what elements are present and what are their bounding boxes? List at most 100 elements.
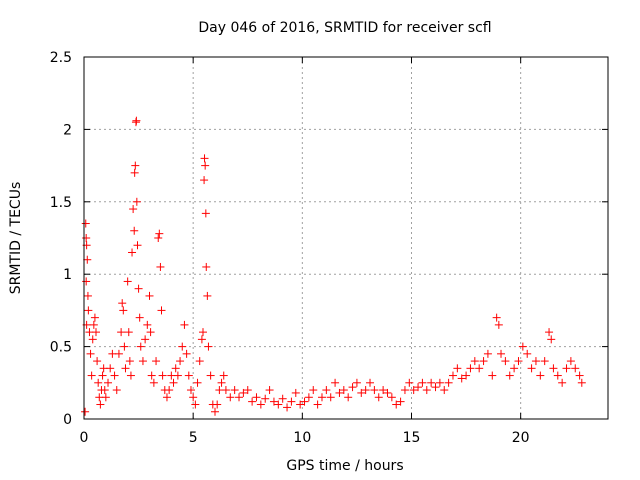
data-point bbox=[361, 386, 370, 395]
data-point bbox=[176, 357, 185, 366]
data-point bbox=[221, 386, 230, 395]
x-tick-label: 10 bbox=[293, 430, 311, 446]
x-tick-label: 15 bbox=[403, 430, 421, 446]
data-point bbox=[577, 378, 586, 387]
data-point bbox=[379, 386, 388, 395]
data-point bbox=[121, 364, 130, 373]
data-point bbox=[120, 342, 129, 351]
data-point bbox=[256, 400, 265, 409]
x-tick-label: 5 bbox=[189, 430, 198, 446]
y-tick-label: 2 bbox=[63, 122, 72, 138]
data-point bbox=[540, 357, 549, 366]
data-point bbox=[466, 364, 475, 373]
data-point bbox=[173, 371, 182, 380]
data-point bbox=[119, 306, 128, 315]
data-point bbox=[483, 349, 492, 358]
y-tick-label: 0 bbox=[63, 412, 72, 428]
grid-lines bbox=[84, 57, 608, 419]
data-point bbox=[269, 397, 278, 406]
data-point bbox=[94, 378, 103, 387]
data-point bbox=[134, 284, 143, 293]
data-point bbox=[198, 328, 207, 337]
data-point bbox=[98, 371, 107, 380]
data-point bbox=[88, 335, 97, 344]
x-tick-label: 0 bbox=[80, 430, 89, 446]
data-point bbox=[405, 378, 414, 387]
data-point bbox=[453, 364, 462, 373]
data-point bbox=[547, 335, 556, 344]
data-point bbox=[133, 241, 142, 250]
data-point bbox=[566, 357, 575, 366]
data-point bbox=[322, 386, 331, 395]
plot-border bbox=[83, 56, 609, 420]
data-point bbox=[83, 291, 92, 300]
data-point bbox=[162, 393, 171, 402]
data-point bbox=[396, 397, 405, 406]
data-point bbox=[90, 313, 99, 322]
data-point bbox=[143, 320, 152, 329]
data-point bbox=[96, 400, 105, 409]
data-point bbox=[357, 388, 366, 397]
data-point bbox=[331, 378, 340, 387]
data-point bbox=[217, 378, 226, 387]
data-point bbox=[344, 393, 353, 402]
data-point bbox=[457, 374, 466, 383]
data-point bbox=[352, 378, 361, 387]
data-point bbox=[211, 407, 219, 416]
data-point bbox=[261, 394, 270, 403]
data-point bbox=[149, 378, 158, 387]
data-point bbox=[178, 342, 187, 351]
y-axis-label: SRMTID / TECUs bbox=[8, 182, 24, 295]
data-point bbox=[553, 371, 562, 380]
data-point bbox=[501, 357, 510, 366]
data-point bbox=[444, 378, 453, 387]
data-point bbox=[418, 378, 427, 387]
data-point bbox=[132, 197, 141, 206]
data-point bbox=[169, 378, 178, 387]
data-point bbox=[339, 386, 348, 395]
y-tick-label: 1 bbox=[63, 267, 72, 283]
data-point bbox=[274, 400, 283, 409]
data-point bbox=[549, 364, 558, 373]
data-point bbox=[125, 357, 134, 366]
data-point bbox=[118, 299, 127, 308]
data-point bbox=[265, 386, 274, 395]
data-point bbox=[278, 394, 287, 403]
data-point bbox=[200, 176, 209, 185]
data-point bbox=[475, 364, 484, 373]
axis-ticks: 0 5 10 15 20 0 0.5 1 1.5 2 2.5 bbox=[50, 50, 608, 446]
data-point bbox=[317, 393, 326, 402]
data-point bbox=[494, 320, 503, 329]
data-point bbox=[131, 161, 140, 170]
data-point bbox=[370, 386, 379, 395]
data-point bbox=[431, 383, 440, 392]
data-point bbox=[124, 328, 133, 337]
data-point bbox=[488, 371, 497, 380]
data-point bbox=[129, 205, 138, 214]
data-point bbox=[575, 371, 584, 380]
data-point bbox=[171, 364, 180, 373]
data-point bbox=[106, 364, 115, 373]
data-point bbox=[92, 328, 101, 337]
data-point bbox=[226, 393, 235, 402]
data-point bbox=[114, 349, 123, 358]
data-point bbox=[348, 383, 357, 392]
data-point bbox=[283, 403, 292, 412]
data-point bbox=[505, 371, 514, 380]
data-point bbox=[219, 371, 228, 380]
data-point bbox=[313, 400, 322, 409]
data-point bbox=[130, 168, 139, 177]
data-point bbox=[213, 400, 222, 409]
data-point bbox=[146, 328, 155, 337]
data-point bbox=[414, 383, 423, 392]
data-point bbox=[422, 386, 431, 395]
data-point bbox=[110, 371, 119, 380]
data-point bbox=[112, 386, 121, 395]
data-point bbox=[230, 386, 239, 395]
data-point bbox=[84, 306, 93, 315]
data-point bbox=[296, 400, 305, 409]
chart-title: Day 046 of 2016, SRMTID for receiver scf… bbox=[198, 20, 491, 36]
data-point bbox=[248, 397, 257, 406]
data-point bbox=[130, 226, 139, 235]
data-point bbox=[87, 371, 96, 380]
